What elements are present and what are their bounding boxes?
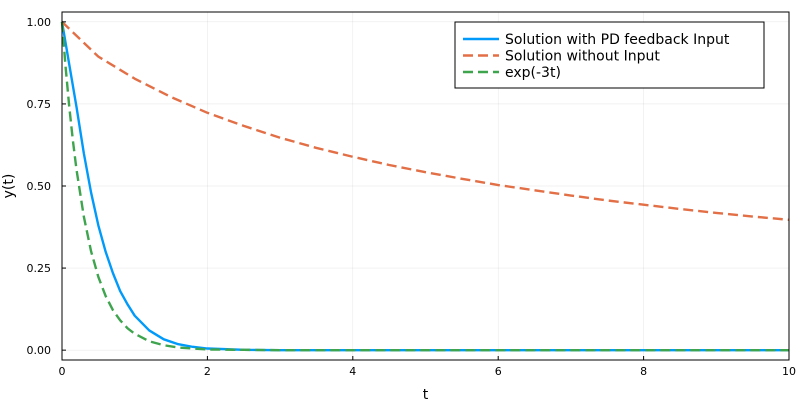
legend-label-3: exp(-3t): [505, 65, 561, 81]
y-tick-label: 0.00: [27, 344, 52, 357]
legend-label-1: Solution with PD feedback Input: [505, 32, 730, 48]
x-tick-label: 0: [59, 365, 66, 378]
y-tick-label: 0.75: [27, 98, 52, 111]
legend-label-2: Solution without Input: [505, 49, 660, 65]
x-tick-label: 4: [349, 365, 356, 378]
series-line-3: [60, 21, 789, 352]
y-tick-label: 1.00: [27, 16, 52, 29]
x-tick-label: 2: [204, 365, 211, 378]
y-tick-label: 0.50: [27, 180, 52, 193]
series-layer: [60, 20, 790, 352]
x-tick-label: 6: [495, 365, 502, 378]
legend: Solution with PD feedback InputSolution …: [454, 21, 765, 89]
x-axis-title: t: [423, 387, 429, 400]
y-axis-title: y(t): [1, 174, 17, 199]
x-tick-label: 8: [640, 365, 647, 378]
y-tick-label: 0.25: [27, 262, 52, 275]
legend-box: [454, 21, 765, 89]
tick-layer: 0 2 4 6 8 10 0.00 0.25 0.50 0.75 1.00: [27, 16, 797, 378]
series-line-2: [61, 20, 790, 222]
x-tick-label: 10: [782, 365, 796, 378]
